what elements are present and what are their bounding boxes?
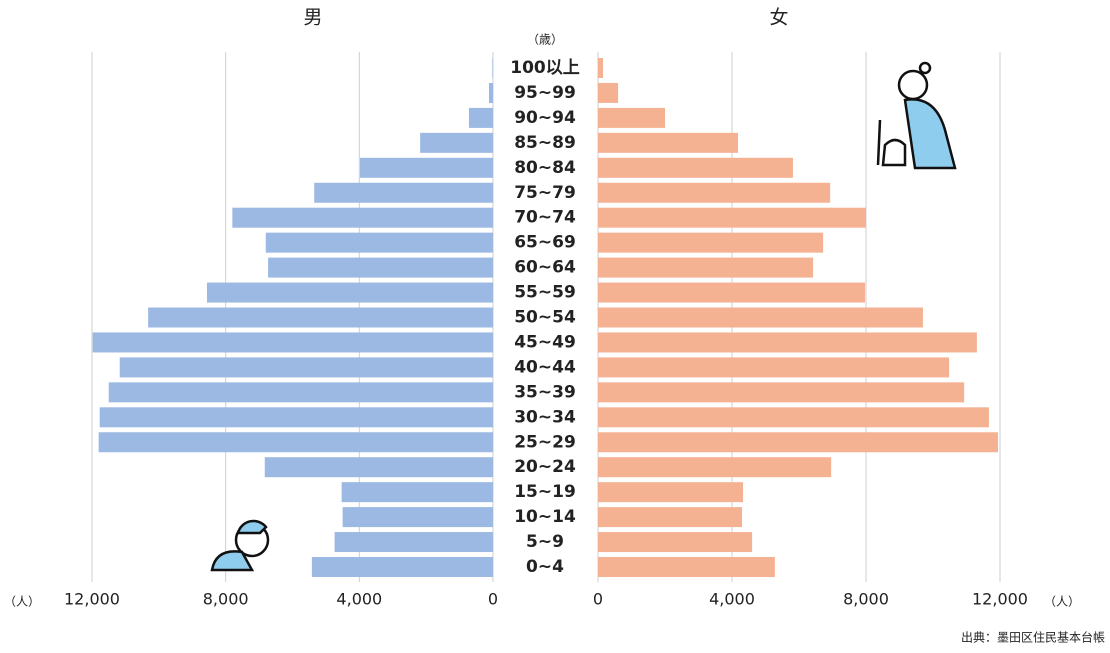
- category-label: 55~59: [514, 283, 576, 303]
- x-label-right: （人）: [1044, 595, 1080, 609]
- category-label: 75~79: [514, 183, 576, 203]
- grandma-head: [897, 69, 929, 101]
- category-label: 60~64: [514, 258, 576, 278]
- male-bar: [206, 282, 493, 303]
- female-bar: [598, 482, 744, 503]
- female-bar: [598, 407, 989, 428]
- category-label: （歳）: [527, 33, 563, 47]
- male-bar: [492, 58, 493, 78]
- female-bar: [598, 207, 866, 228]
- female-bar: [598, 132, 739, 153]
- female-bar: [598, 557, 775, 577]
- category-label: 10~14: [514, 507, 576, 527]
- female-bar: [598, 107, 665, 128]
- grandma-icon: [876, 61, 957, 170]
- category-label: 25~29: [514, 432, 576, 452]
- x-tick-label: 8,000: [203, 590, 249, 609]
- category-label: 40~44: [514, 357, 576, 377]
- female-bar: [598, 507, 743, 528]
- female-bar: [598, 382, 965, 403]
- female-bar: [598, 82, 619, 103]
- x-tick-label: 8,000: [843, 590, 889, 609]
- male-bar: [268, 257, 493, 278]
- grandma-bun: [918, 61, 932, 75]
- category-label: 0~4: [526, 557, 564, 577]
- female-title: 女: [769, 7, 788, 29]
- female-bar: [598, 432, 998, 453]
- x-tick-label: 4,000: [709, 590, 755, 609]
- male-bar: [98, 432, 493, 453]
- category-label: 50~54: [514, 308, 576, 328]
- category-label: 80~84: [514, 158, 576, 178]
- source: 出典：墨田区住民基本台帳: [961, 630, 1105, 645]
- x-label-left: （人）: [4, 595, 40, 609]
- female-bar: [598, 532, 753, 553]
- male-bar: [265, 232, 493, 253]
- female-bar: [598, 157, 793, 178]
- category-label: 85~89: [514, 133, 576, 153]
- bars: 100以上 95~99 90~94 85~89 80~84 75~79 70~74 65~69…: [92, 58, 998, 577]
- male-title: 男: [303, 7, 322, 29]
- x-tick-label: 12,000: [64, 590, 120, 609]
- x-tick-label: 4,000: [336, 590, 382, 609]
- female-bar: [598, 332, 977, 353]
- cat: [881, 138, 907, 167]
- male-bar: [148, 307, 493, 328]
- male-bar: [341, 482, 493, 503]
- grandma-body: [903, 98, 957, 170]
- female-bar: [598, 257, 814, 278]
- male-bar: [314, 182, 493, 203]
- female-bar: [598, 58, 604, 78]
- female-bar: [598, 307, 923, 328]
- category-label: 30~34: [514, 407, 576, 427]
- male-bar: [420, 132, 493, 153]
- male-bar: [264, 457, 493, 478]
- category-label: 15~19: [514, 482, 576, 502]
- category-label: 70~74: [514, 208, 576, 228]
- category-label: 65~69: [514, 233, 576, 253]
- male-bar: [92, 332, 493, 353]
- x-tick-label: 0: [488, 590, 498, 609]
- baby-icon: [210, 519, 270, 572]
- male-bar: [360, 157, 493, 178]
- x-tick-label: 0: [593, 590, 603, 609]
- x-tick-label: 12,000: [972, 590, 1028, 609]
- female-bar: [598, 357, 950, 378]
- category-label: 90~94: [514, 108, 576, 128]
- female-bar: [598, 182, 831, 203]
- baby-hat: [236, 519, 268, 535]
- male-bar: [108, 382, 493, 403]
- category-label: 20~24: [514, 457, 576, 477]
- category-label: 95~99: [514, 83, 576, 103]
- male-bar: [488, 82, 493, 103]
- male-bar: [232, 207, 493, 228]
- category-label: 35~39: [514, 382, 576, 402]
- male-bar: [119, 357, 493, 378]
- baby-body: [210, 550, 255, 572]
- category-label: 45~49: [514, 332, 576, 352]
- grandma-cane: [876, 119, 882, 166]
- female-bar: [598, 232, 824, 253]
- female-bar: [598, 457, 832, 478]
- male-bar: [342, 507, 493, 528]
- male-bar: [334, 532, 493, 553]
- male-bar: [468, 107, 493, 128]
- category-label: 5~9: [526, 532, 564, 552]
- male-bar: [99, 407, 493, 428]
- female-bar: [598, 282, 865, 303]
- category-label: 100以上: [510, 58, 580, 78]
- male-bar: [311, 557, 493, 577]
